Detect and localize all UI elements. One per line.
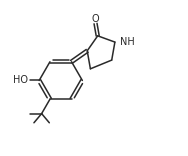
Text: NH: NH — [120, 37, 135, 47]
Text: HO: HO — [13, 76, 28, 85]
Text: O: O — [92, 14, 99, 24]
